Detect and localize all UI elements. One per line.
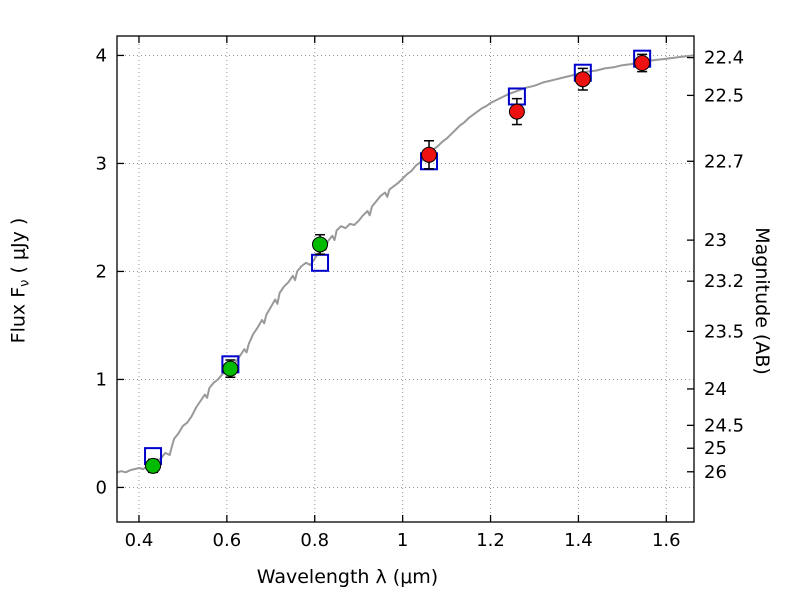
x-tick-label: 1.2 bbox=[476, 530, 505, 551]
magnitude-tick-label: 22.4 bbox=[704, 48, 744, 69]
observed-point bbox=[145, 457, 162, 474]
x-tick-label: 1 bbox=[397, 530, 408, 551]
y-tick-label: 4 bbox=[96, 45, 107, 66]
magnitude-tick-label: 24 bbox=[704, 379, 727, 400]
flux-label-sub: ν bbox=[17, 279, 33, 287]
x-tick-label: 0.8 bbox=[300, 530, 329, 551]
magnitude-tick-label: 24.5 bbox=[704, 415, 744, 436]
spectrum-line bbox=[116, 54, 695, 474]
magnitude-tick-label: 23 bbox=[704, 230, 727, 251]
x-tick-label: 1.4 bbox=[564, 530, 593, 551]
x-axis-label-text: Wavelength λ (μm) bbox=[256, 566, 439, 588]
magnitude-label-text: Magnitude (AB) bbox=[751, 227, 773, 375]
magnitude-tick-label: 22.7 bbox=[704, 151, 744, 172]
observed-point bbox=[574, 71, 591, 88]
x-tick-label: 0.4 bbox=[125, 530, 154, 551]
y-axis-label-left: Flux Fν ( μJy ) bbox=[8, 81, 33, 481]
magnitude-tick-label: 23.2 bbox=[704, 271, 744, 292]
magnitude-tick-label: 23.5 bbox=[704, 321, 744, 342]
magnitude-tick-label: 22.5 bbox=[704, 85, 744, 106]
y-tick-label: 2 bbox=[96, 261, 107, 282]
y-axis-label-right: Magnitude (AB) bbox=[751, 101, 773, 501]
y-tick-label: 3 bbox=[96, 153, 107, 174]
x-tick-label: 1.6 bbox=[652, 530, 681, 551]
y-tick-label: 0 bbox=[96, 477, 107, 498]
magnitude-tick-label: 25 bbox=[704, 438, 727, 459]
x-axis-label: Wavelength λ (μm) bbox=[0, 566, 695, 588]
flux-label-post: ( μJy ) bbox=[7, 217, 30, 280]
observed-point bbox=[508, 103, 525, 120]
y-tick-label: 1 bbox=[96, 369, 107, 390]
observed-point bbox=[421, 146, 438, 163]
x-tick-label: 0.6 bbox=[213, 530, 242, 551]
observed-point bbox=[312, 236, 329, 253]
flux-label-pre: Flux F bbox=[7, 286, 30, 344]
observed-point bbox=[222, 360, 239, 377]
plot-frame bbox=[116, 35, 695, 523]
magnitude-tick-label: 26 bbox=[704, 462, 727, 483]
observed-point bbox=[634, 55, 651, 71]
